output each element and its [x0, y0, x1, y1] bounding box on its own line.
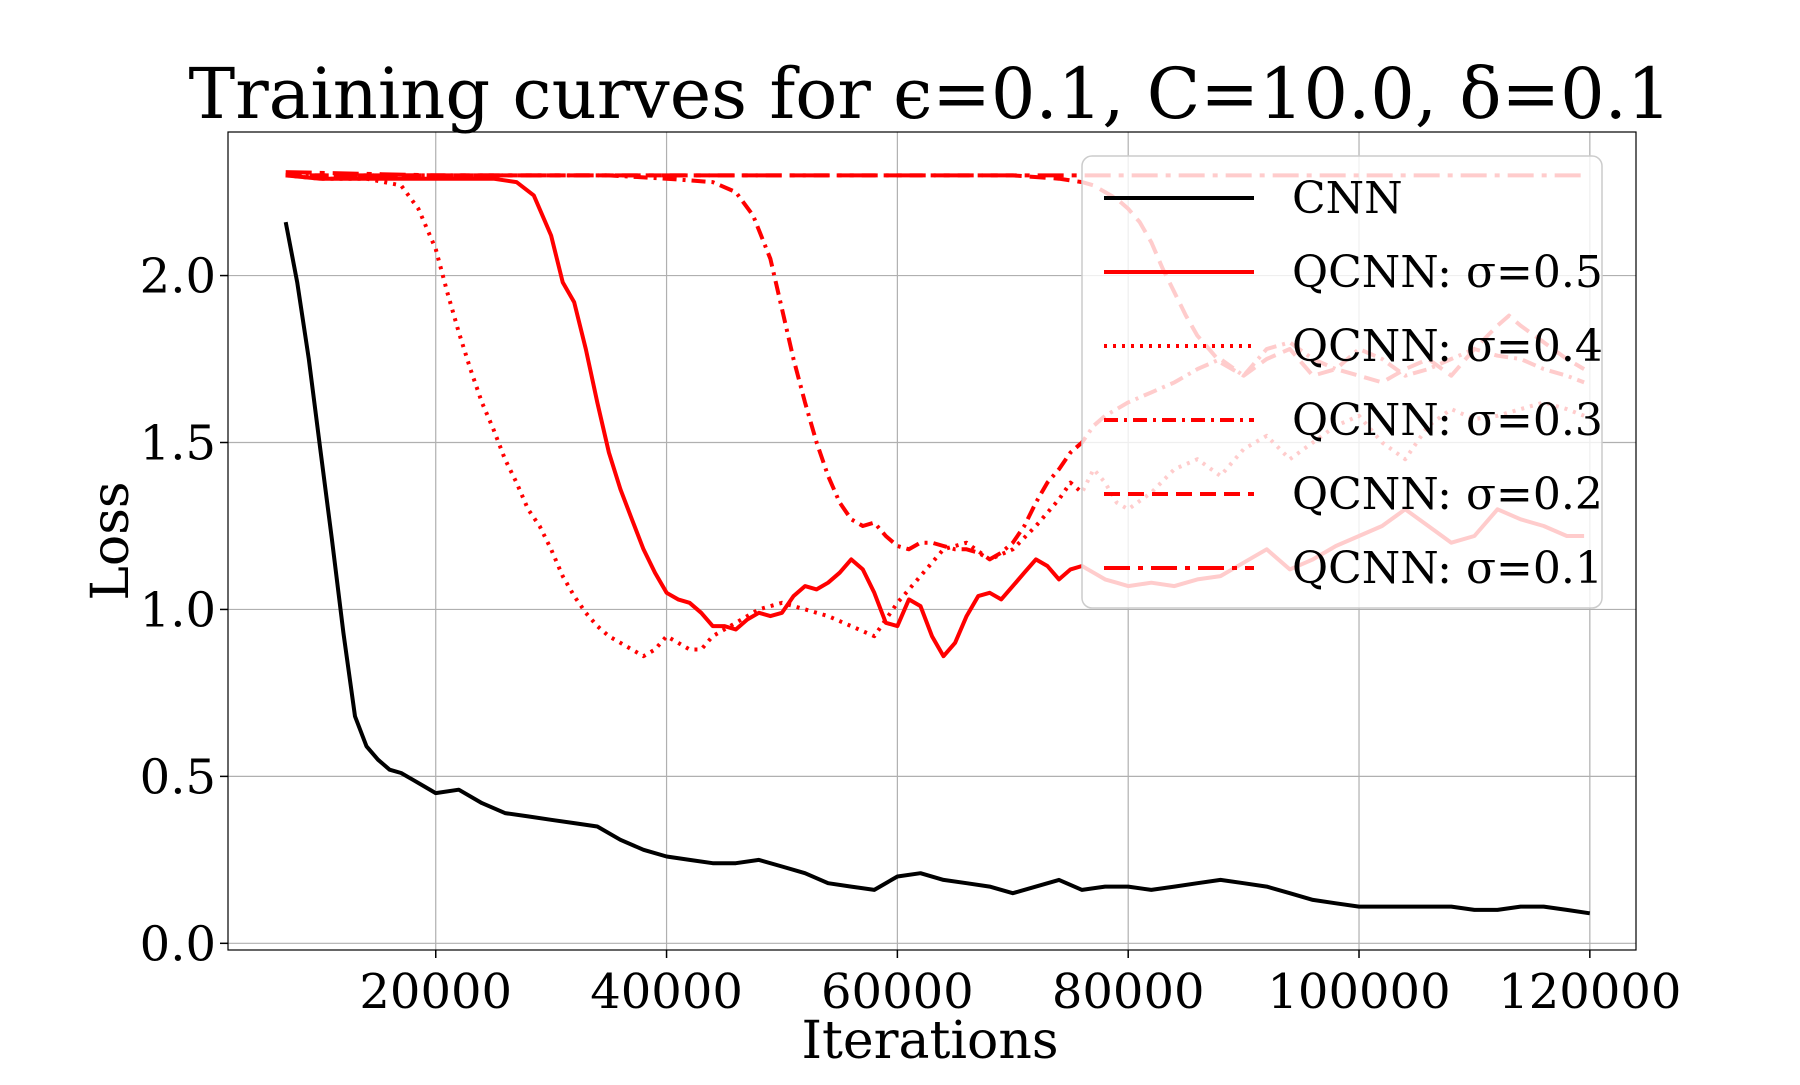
y-axis-label: Loss — [81, 481, 141, 600]
x-tick-label: 40000 — [590, 964, 743, 1020]
x-tick-label: 80000 — [1052, 964, 1205, 1020]
ticks: 20000 40000 60000 80000 100000 120000 0.0 0.5 1.… — [140, 249, 1682, 1020]
y-tick-label: 0.5 — [140, 749, 216, 805]
y-tick-label: 2.0 — [140, 249, 216, 305]
x-axis-label: Iterations — [801, 1011, 1058, 1071]
x-tick-label: 100000 — [1267, 964, 1450, 1020]
legend-label: QCNN: σ=0.5 — [1292, 247, 1603, 298]
legend-label: QCNN: σ=0.1 — [1292, 543, 1603, 594]
legend: CNN QCNN: σ=0.5 QCNN: σ=0.4 QCNN: σ=0.3 QCNN… — [1081, 155, 1603, 609]
y-tick-label: 0.0 — [140, 916, 216, 972]
x-tick-label: 20000 — [359, 964, 512, 1020]
series-line-cnn — [283, 221, 1591, 916]
legend-label: QCNN: σ=0.2 — [1292, 469, 1603, 520]
y-tick-label: 1.5 — [140, 416, 216, 472]
legend-label: CNN — [1292, 173, 1403, 224]
legend-label: QCNN: σ=0.3 — [1292, 395, 1603, 446]
x-tick-label: 60000 — [821, 964, 974, 1020]
chart-title: Training curves for ϵ=0.1, C=10.0, δ=0.1 — [189, 53, 1672, 135]
legend-label: QCNN: σ=0.4 — [1292, 321, 1603, 372]
axes-frame — [227, 131, 1637, 951]
x-tick-label: 120000 — [1498, 964, 1681, 1020]
y-tick-label: 1.0 — [140, 582, 216, 638]
